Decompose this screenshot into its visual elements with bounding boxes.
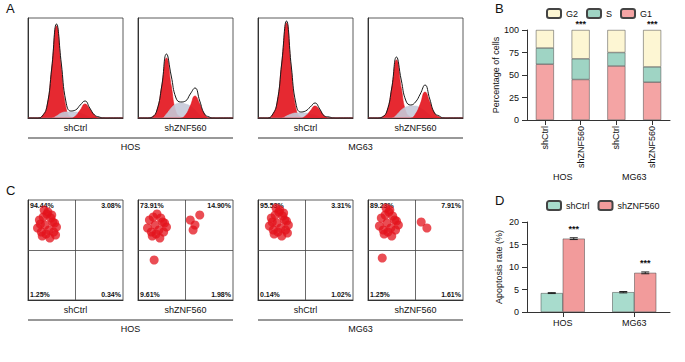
svg-text:shCtrl: shCtrl — [540, 126, 550, 150]
svg-text:9.61%: 9.61% — [140, 291, 161, 298]
svg-text:10: 10 — [509, 262, 519, 272]
svg-text:shZNF560: shZNF560 — [394, 305, 436, 315]
svg-text:A: A — [6, 1, 15, 16]
svg-text:HOS: HOS — [121, 142, 141, 152]
svg-text:75: 75 — [509, 48, 519, 58]
svg-text:shCtrl: shCtrl — [294, 305, 318, 315]
svg-text:15: 15 — [509, 240, 519, 250]
svg-text:B: B — [495, 1, 504, 16]
svg-text:89.23%: 89.23% — [370, 202, 394, 209]
svg-text:HOS: HOS — [553, 172, 573, 182]
svg-text:shZNF560: shZNF560 — [394, 123, 436, 133]
svg-text:7.91%: 7.91% — [441, 202, 462, 209]
svg-text:shCtrl: shCtrl — [294, 123, 318, 133]
svg-text:5: 5 — [514, 285, 519, 295]
svg-text:Apoptosis rate (%): Apoptosis rate (%) — [494, 230, 504, 304]
svg-text:1.98%: 1.98% — [211, 291, 232, 298]
svg-text:1.25%: 1.25% — [370, 291, 391, 298]
svg-text:MG63: MG63 — [348, 142, 373, 152]
svg-text:3.31%: 3.31% — [331, 202, 352, 209]
svg-text:Percentage of cells: Percentage of cells — [491, 36, 501, 113]
svg-text:0.14%: 0.14% — [260, 291, 281, 298]
svg-text:1.25%: 1.25% — [30, 291, 51, 298]
svg-text:100: 100 — [504, 25, 519, 35]
svg-text:***: *** — [568, 224, 579, 234]
svg-text:shZNF560: shZNF560 — [647, 126, 657, 168]
svg-text:3.08%: 3.08% — [101, 202, 122, 209]
svg-text:1.02%: 1.02% — [331, 291, 352, 298]
svg-text:S: S — [606, 9, 612, 19]
svg-text:25: 25 — [509, 93, 519, 103]
svg-text:0.34%: 0.34% — [101, 291, 122, 298]
svg-text:***: *** — [575, 19, 586, 29]
svg-text:0: 0 — [514, 115, 519, 125]
svg-text:50: 50 — [509, 70, 519, 80]
svg-text:73.91%: 73.91% — [140, 202, 165, 209]
svg-text:shZNF560: shZNF560 — [164, 305, 206, 315]
svg-text:shCtrl: shCtrl — [566, 201, 590, 211]
svg-text:shZNF560: shZNF560 — [164, 123, 206, 133]
svg-text:94.44%: 94.44% — [30, 202, 54, 209]
svg-text:C: C — [6, 183, 15, 198]
svg-text:14.90%: 14.90% — [207, 202, 232, 209]
svg-text:***: *** — [640, 258, 651, 268]
svg-text:shZNF560: shZNF560 — [576, 126, 586, 168]
svg-text:HOS: HOS — [121, 324, 141, 334]
svg-text:0: 0 — [514, 307, 519, 317]
svg-text:MG63: MG63 — [622, 172, 647, 182]
svg-text:1.61%: 1.61% — [441, 291, 462, 298]
svg-text:MG63: MG63 — [622, 318, 647, 328]
svg-text:20: 20 — [509, 217, 519, 227]
svg-text:MG63: MG63 — [348, 324, 373, 334]
svg-text:95.53%: 95.53% — [260, 202, 284, 209]
svg-text:***: *** — [647, 19, 658, 29]
svg-text:shZNF560: shZNF560 — [618, 201, 660, 211]
svg-text:HOS: HOS — [553, 318, 573, 328]
svg-text:G1: G1 — [640, 9, 652, 19]
svg-text:shCtrl: shCtrl — [64, 305, 88, 315]
svg-text:shCtrl: shCtrl — [64, 123, 88, 133]
svg-text:D: D — [495, 193, 504, 208]
svg-text:shCtrl: shCtrl — [611, 126, 621, 150]
svg-text:G2: G2 — [566, 9, 578, 19]
